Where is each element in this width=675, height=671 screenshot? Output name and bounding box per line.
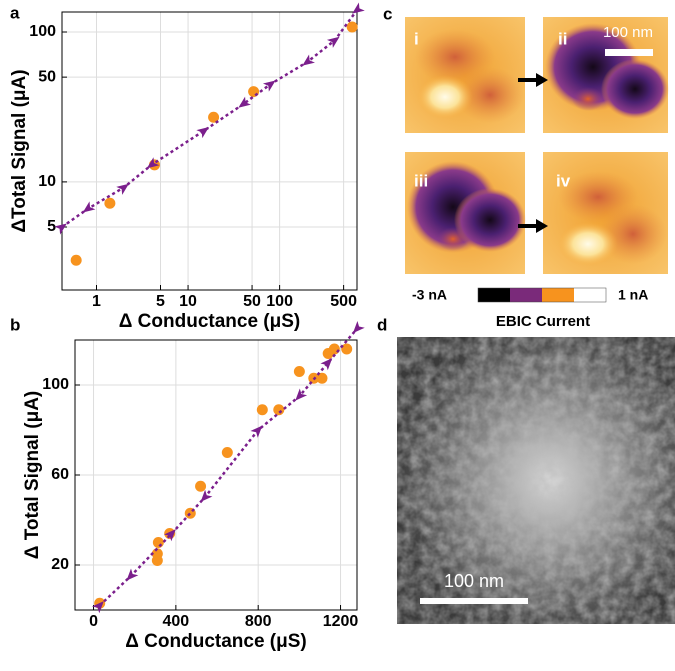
- data-point: [248, 86, 260, 98]
- scale-bar-label: 100 nm: [444, 571, 504, 591]
- panel-d-image: [397, 337, 675, 624]
- panel-c-images: [405, 17, 669, 303]
- panel-label: c: [383, 4, 392, 23]
- y-tick-label: 60: [51, 466, 69, 483]
- colorbar-title: EBIC Current: [496, 313, 590, 330]
- y-tick-label: 20: [51, 556, 69, 573]
- arrow-marker: [320, 358, 333, 371]
- colorbar-min: -3 nA: [412, 287, 447, 303]
- tile-label: i: [414, 29, 419, 48]
- x-tick-label: 5: [156, 293, 165, 310]
- tile-label: iii: [414, 171, 428, 190]
- panel-label: d: [377, 315, 387, 334]
- y-tick-label: 5: [47, 218, 56, 235]
- arrow-marker: [146, 157, 160, 169]
- data-point: [152, 537, 164, 548]
- data-point: [151, 555, 163, 566]
- arrow-marker: [54, 223, 67, 235]
- x-tick-label: 100: [266, 293, 293, 310]
- arrow-marker: [196, 127, 210, 139]
- arrow-marker: [116, 183, 129, 195]
- data-point: [208, 111, 220, 123]
- data-point: [341, 343, 353, 355]
- x-axis-label: Δ Conductance (μS): [125, 631, 307, 652]
- y-tick-label: 10: [38, 173, 56, 190]
- x-tick-label: 0: [89, 613, 98, 630]
- colorbar-max: 1 nA: [618, 287, 648, 303]
- x-tick-label: 1: [92, 293, 101, 310]
- arrow-marker: [163, 529, 176, 542]
- plot-frame: [74, 339, 358, 611]
- x-axis-label: Δ Conductance (μS): [119, 311, 301, 332]
- fit-line: [98, 327, 358, 607]
- fit-line: [61, 9, 359, 229]
- arrow-marker: [302, 54, 315, 66]
- x-tick-label: 10: [179, 293, 197, 310]
- tile-label: iv: [556, 171, 571, 190]
- arrow-marker: [352, 2, 365, 14]
- arrow-marker: [82, 201, 96, 213]
- data-point: [346, 21, 358, 33]
- arrow-marker: [250, 425, 263, 438]
- panel-label: b: [10, 315, 20, 334]
- y-axis-label: ΔTotal Signal (μA): [9, 69, 30, 232]
- data-point: [273, 404, 285, 416]
- y-axis-label: Δ Total Signal (μA): [22, 391, 43, 559]
- data-point: [104, 197, 116, 209]
- y-tick-label: 100: [29, 23, 56, 40]
- y-tick-label: 50: [38, 68, 56, 85]
- arrow-marker: [295, 388, 308, 401]
- data-point: [195, 480, 207, 492]
- arrow-marker: [200, 489, 213, 502]
- arrow-marker: [352, 320, 365, 334]
- arrow-marker: [326, 36, 340, 48]
- data-point: [293, 366, 305, 377]
- plot-frame: [61, 11, 358, 291]
- x-tick-label: 400: [163, 613, 190, 630]
- data-point: [70, 254, 82, 266]
- data-point: [328, 343, 340, 355]
- x-tick-label: 50: [243, 293, 261, 310]
- arrow-marker: [262, 80, 276, 92]
- panel-label: a: [10, 3, 20, 22]
- x-tick-label: 1200: [323, 613, 359, 630]
- arrow-marker: [91, 601, 104, 614]
- data-point: [256, 404, 268, 416]
- tile-label: ii: [558, 29, 567, 48]
- arrow-marker: [126, 568, 139, 581]
- scale-bar-label: 100 nm: [603, 24, 653, 41]
- data-point: [221, 447, 233, 458]
- data-point: [316, 372, 328, 384]
- x-tick-label: 800: [245, 613, 272, 630]
- x-tick-label: 500: [330, 293, 357, 310]
- arrow-marker: [238, 96, 251, 108]
- y-tick-label: 100: [42, 376, 69, 393]
